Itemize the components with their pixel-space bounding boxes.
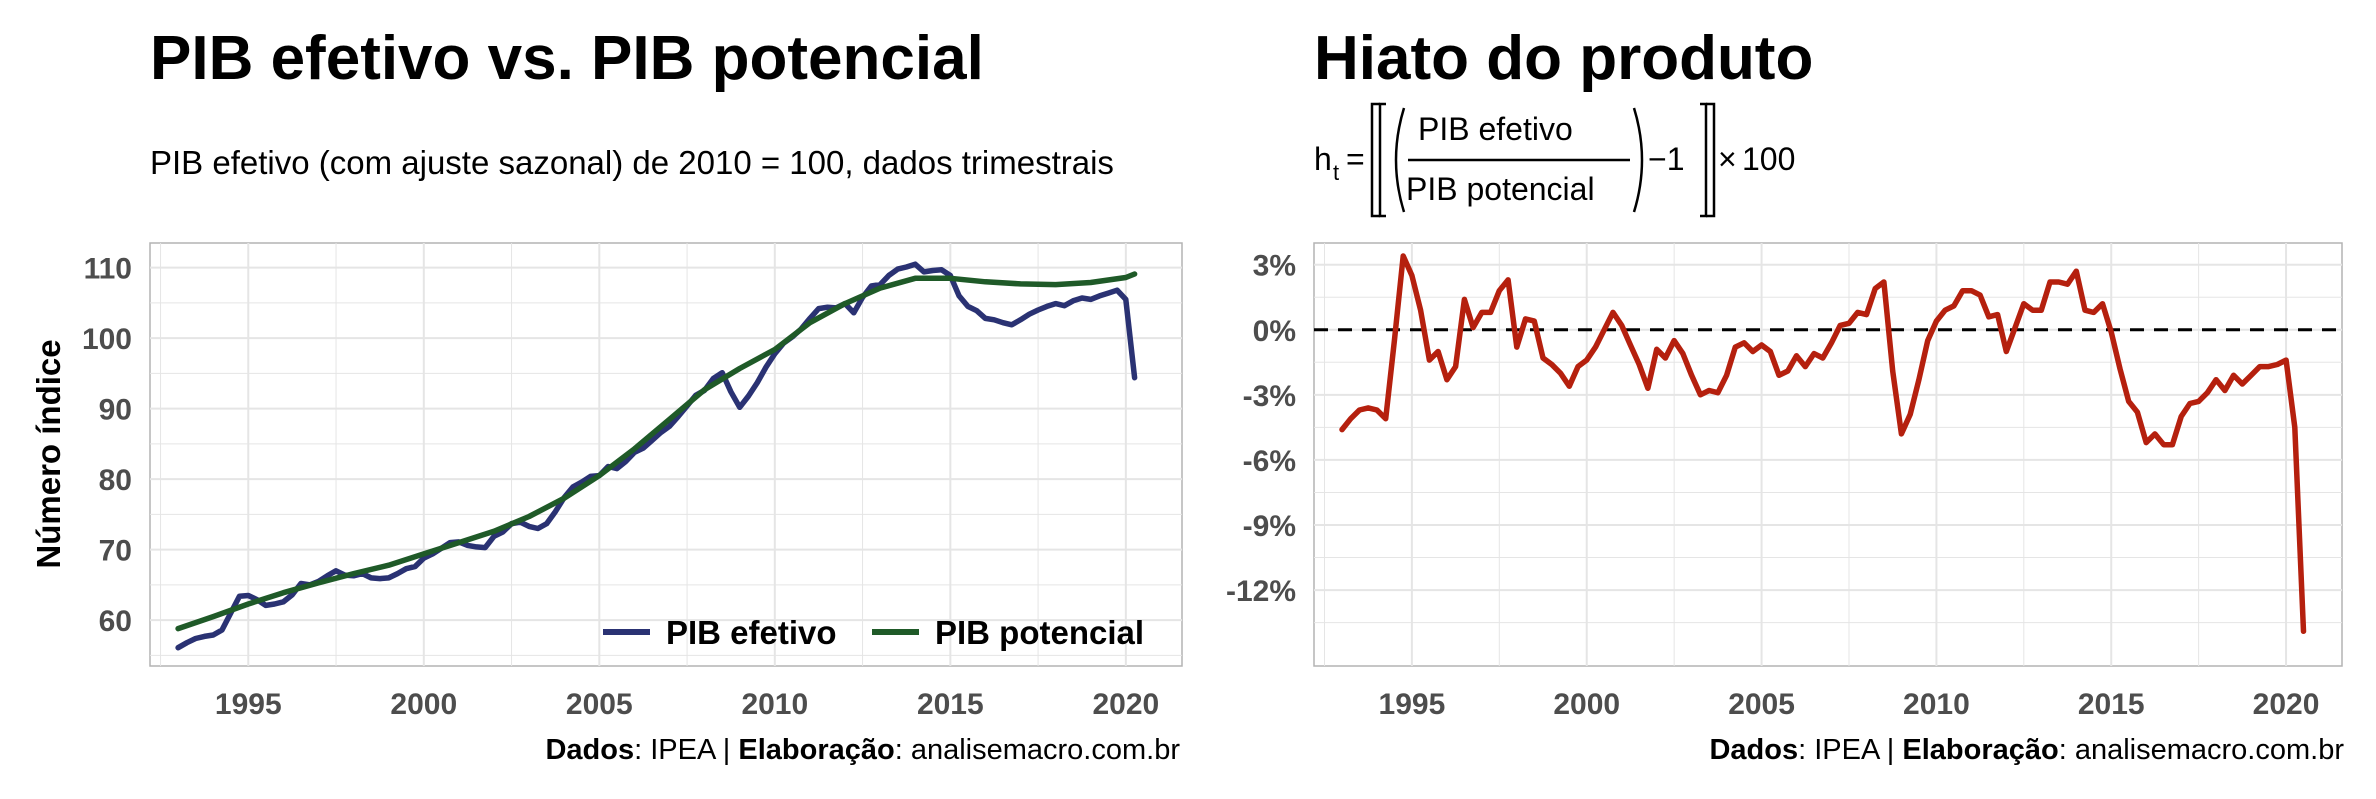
caption-elab-label: Elaboração [738, 734, 895, 766]
formula-denominator: PIB potencial [1406, 171, 1595, 207]
y-tick-label: -3% [1243, 380, 1296, 413]
right-y-tick-labels: 3% 0% -3% -6% -9% -12% [1226, 250, 1296, 608]
series-line-1 [175, 261, 1138, 651]
y-tick-label: 80 [99, 464, 132, 497]
x-tick-label: 2000 [390, 688, 457, 721]
right-caption: Dados: IPEA | Elaboração: analisemacro.c… [1709, 736, 2344, 765]
left-chart-subtitle: PIB efetivo (com ajuste sazonal) de 2010… [150, 144, 1114, 181]
y-tick-label: -6% [1243, 445, 1296, 478]
caption-elab-value: : analisemacro.com.br [894, 734, 1180, 766]
right-x-tick-labels: 1995 2000 2005 2010 2015 2020 [1379, 688, 2320, 721]
x-tick-label: 2010 [741, 688, 808, 721]
caption-dados-value: : IPEA | [1798, 734, 1903, 766]
right-chart-title: Hiato do produto [1314, 24, 1814, 93]
formula-equals: = [1346, 141, 1365, 177]
y-tick-label: -9% [1243, 510, 1296, 543]
x-tick-label: 2020 [1092, 688, 1159, 721]
gap-formula: h t = PIB efetivo PIB potencial −1 × 100 [1314, 102, 1795, 218]
formula-bracket-right-inner [1700, 102, 1708, 218]
x-tick-label: 2010 [1903, 688, 1970, 721]
y-tick-label: 90 [99, 394, 132, 427]
x-tick-label: 2005 [566, 688, 633, 721]
left-x-tick-labels: 1995 2000 2005 2010 2015 2020 [215, 688, 1159, 721]
right-chart: 3% 0% -3% -6% -9% -12% 1995 2000 2005 2010 2015 20… [1226, 242, 2343, 721]
formula-bracket-left-inner [1378, 102, 1386, 218]
formula-numerator: PIB efetivo [1418, 111, 1573, 147]
y-tick-label: 110 [84, 253, 132, 286]
caption-elab-value: : analisemacro.com.br [2058, 734, 2344, 766]
right-series [1339, 253, 2307, 635]
formula-hundred: 100 [1742, 141, 1795, 177]
x-tick-label: 2005 [1728, 688, 1795, 721]
x-tick-label: 1995 [215, 688, 282, 721]
formula-subscript: t [1333, 160, 1339, 185]
y-tick-label: 70 [99, 535, 132, 568]
left-legend: PIB efetivo PIB potencial [603, 614, 1144, 651]
legend-label-efetivo: PIB efetivo [666, 614, 837, 651]
x-tick-label: 2020 [2253, 688, 2320, 721]
left-chart-title: PIB efetivo vs. PIB potencial [150, 24, 984, 93]
formula-times: × [1718, 141, 1737, 177]
formula-bracket-right [1706, 102, 1716, 218]
y-tick-label: -12% [1226, 575, 1296, 608]
formula-minus-one: −1 [1648, 141, 1684, 177]
y-tick-label: 60 [99, 605, 132, 638]
caption-elab-label: Elaboração [1902, 734, 2059, 766]
formula-h: h [1314, 141, 1332, 177]
x-tick-label: 1995 [1379, 688, 1446, 721]
caption-dados-value: : IPEA | [634, 734, 739, 766]
x-tick-label: 2015 [2078, 688, 2145, 721]
formula-bracket-left [1370, 102, 1380, 218]
y-tick-label: 100 [82, 323, 132, 356]
x-tick-label: 2015 [917, 688, 984, 721]
formula-paren-right [1632, 107, 1644, 213]
left-y-axis-title: Número índice [30, 339, 67, 568]
x-tick-label: 2000 [1553, 688, 1620, 721]
y-tick-label: 0% [1253, 315, 1296, 348]
caption-dados-label: Dados [545, 734, 635, 766]
left-y-tick-labels: 60 70 80 90 100 110 [82, 253, 132, 639]
y-tick-label: 3% [1253, 250, 1296, 283]
series-line-2 [175, 271, 1138, 632]
formula-paren-left [1394, 107, 1406, 213]
series-line-1 [1339, 253, 2307, 635]
legend-label-potencial: PIB potencial [935, 614, 1144, 651]
left-series [175, 261, 1138, 651]
caption-dados-label: Dados [1709, 734, 1799, 766]
left-caption: Dados: IPEA | Elaboração: analisemacro.c… [545, 736, 1180, 765]
left-plot-panel [149, 242, 1183, 667]
